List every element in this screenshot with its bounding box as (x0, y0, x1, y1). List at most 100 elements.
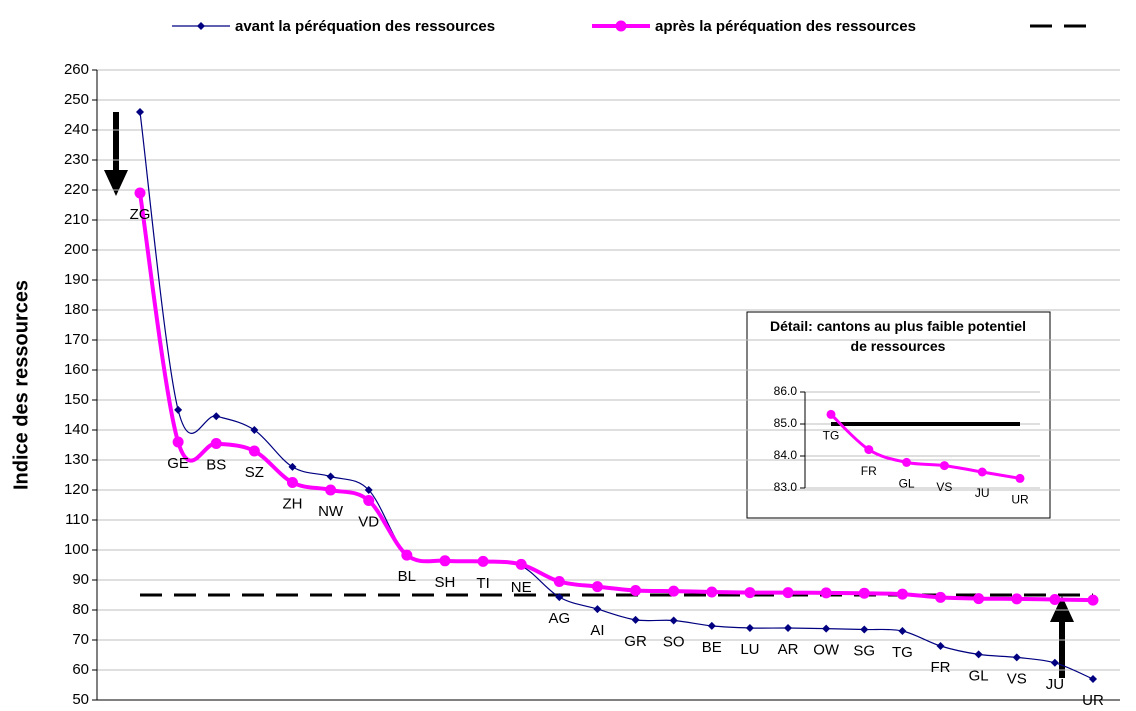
y-tick-label: 150 (64, 391, 89, 408)
point-label: GE (167, 455, 189, 472)
point-label: NW (318, 503, 344, 520)
point (212, 412, 221, 421)
point (326, 472, 335, 481)
y-tick-label: 83.0 (774, 480, 798, 494)
point-label: AG (548, 610, 570, 627)
point-label: AR (778, 641, 799, 658)
point-label: VS (1007, 670, 1027, 687)
point-label: LU (740, 641, 759, 658)
point-label: SG (853, 642, 875, 659)
legend-marker (197, 22, 205, 30)
point-label: OW (813, 642, 840, 659)
point-label: JU (975, 486, 990, 500)
y-tick-label: 110 (65, 511, 89, 528)
arrow-up (1050, 596, 1074, 678)
point (591, 581, 603, 593)
point (439, 555, 451, 567)
y-tick-label: 120 (64, 481, 89, 498)
point (860, 625, 869, 634)
point (1089, 675, 1097, 683)
point (1011, 593, 1023, 605)
point-label: GL (899, 477, 915, 491)
point-label: SH (435, 574, 456, 591)
point (826, 409, 836, 419)
point (977, 467, 987, 477)
legend-label: avant la péréquation des ressources (235, 18, 495, 35)
point-label: JU (1046, 676, 1064, 693)
y-tick-label: 190 (64, 271, 89, 288)
legend-marker (615, 20, 627, 32)
point (553, 576, 565, 587)
y-tick-label: 220 (64, 181, 89, 198)
point (174, 405, 183, 414)
point (401, 549, 413, 561)
y-tick-label: 170 (64, 331, 89, 348)
point (974, 650, 983, 659)
y-tick-label: 130 (64, 451, 89, 468)
y-tick-label: 50 (72, 691, 89, 708)
point (973, 593, 985, 605)
y-tick-label: 86.0 (774, 384, 798, 398)
point (288, 462, 297, 471)
y-tick-label: 60 (72, 661, 89, 678)
point (136, 108, 144, 116)
point (134, 187, 146, 199)
point (515, 558, 527, 570)
point-label: AI (590, 622, 604, 639)
legend-label: après la péréquation des ressources (655, 18, 916, 35)
point (939, 461, 949, 471)
point (744, 587, 756, 599)
point-label: GR (624, 633, 647, 650)
y-tick-label: 200 (64, 241, 89, 258)
point-label: ZG (130, 206, 151, 223)
point (593, 605, 602, 614)
y-tick-label: 250 (64, 91, 89, 108)
point (707, 621, 716, 630)
y-tick-label: 90 (72, 571, 89, 588)
y-tick-label: 140 (64, 421, 89, 438)
point (784, 624, 793, 632)
point (1087, 594, 1099, 606)
point (630, 585, 642, 596)
point (745, 624, 754, 632)
point (864, 445, 874, 455)
y-tick-label: 230 (64, 151, 89, 168)
point (1049, 594, 1061, 605)
point-label: NE (511, 579, 532, 596)
point-label: FR (861, 464, 877, 478)
point (477, 555, 489, 567)
point (172, 436, 184, 448)
point-label: TG (823, 429, 840, 443)
point (898, 627, 907, 635)
y-tick-label: 160 (64, 361, 89, 378)
point (210, 438, 222, 449)
point (248, 445, 260, 457)
point-label: UR (1011, 493, 1029, 507)
point-label: TG (892, 644, 913, 661)
y-tick-label: 240 (64, 121, 89, 138)
point (936, 642, 945, 650)
point-label: VD (358, 513, 379, 530)
point (820, 587, 832, 599)
point (325, 484, 337, 496)
y-tick-label: 180 (64, 301, 89, 318)
point (896, 588, 908, 600)
point (363, 495, 375, 506)
point (286, 477, 298, 488)
point (782, 587, 794, 599)
point-label: SO (663, 633, 685, 650)
point (364, 486, 373, 494)
point (1050, 658, 1059, 667)
y-tick-label: 260 (64, 61, 89, 78)
arrow-down (104, 112, 128, 196)
point-label: UR (1082, 692, 1104, 709)
point (706, 586, 718, 598)
point-label: SZ (245, 464, 264, 481)
point (631, 615, 640, 624)
point (668, 585, 680, 597)
point-label: VS (936, 480, 952, 494)
point-label: BL (398, 568, 416, 585)
point (858, 587, 870, 599)
y-tick-label: 84.0 (774, 448, 798, 462)
